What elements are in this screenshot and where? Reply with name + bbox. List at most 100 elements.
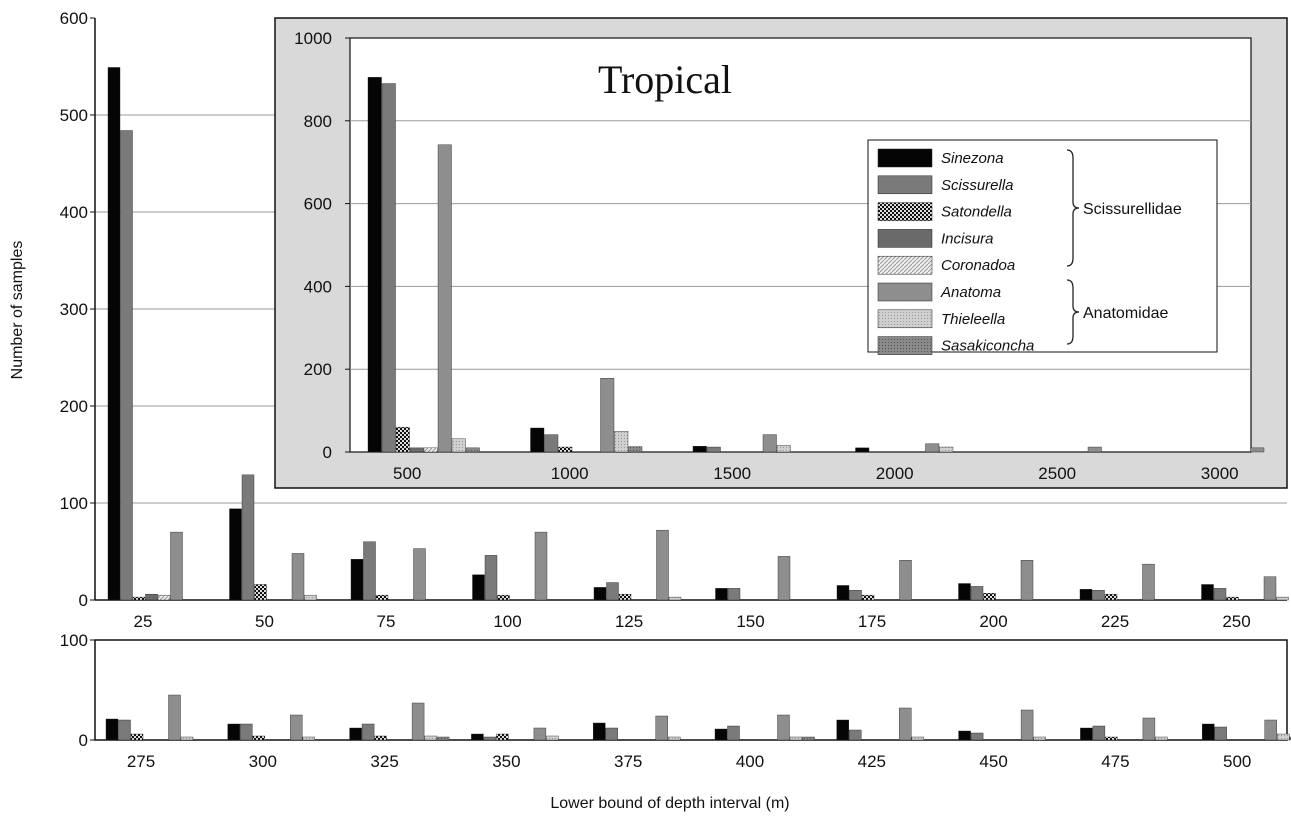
- legend-swatch-sasakiconcha: [877, 336, 933, 355]
- bar-satondella-175: [861, 594, 875, 601]
- bar-thieleella-50: [304, 594, 317, 601]
- bar-anatoma-500: [1264, 719, 1277, 741]
- y-tick-label: 0: [79, 731, 88, 750]
- bar-satondella-475: [1105, 736, 1118, 741]
- bar-thieleella-1000: [614, 431, 629, 453]
- bar-anatoma-3000: [1250, 447, 1265, 453]
- bar-sasakiconcha-500: [1289, 736, 1291, 741]
- bar-scissurella-425: [849, 729, 862, 741]
- bar-anatoma-225: [1142, 563, 1155, 601]
- legend-label-thieleella: Thieleella: [941, 311, 1005, 328]
- y-tick-label: 0: [79, 591, 88, 610]
- bar-scissurella-375: [605, 727, 618, 741]
- bar-sinezona-500: [1201, 723, 1215, 741]
- bar-scissurella-50: [241, 474, 255, 601]
- y-tick-label: 600: [60, 9, 88, 28]
- legend-swatch-coronadoa: [877, 255, 933, 275]
- bar-sinezona-200: [958, 583, 971, 601]
- x-tick-label: 1500: [713, 464, 751, 483]
- legend-swatch-scissurella: [877, 175, 933, 195]
- bar-sinezona-25: [107, 67, 121, 601]
- bar-satondella-100: [497, 594, 510, 601]
- bar-sasakiconcha-400: [802, 736, 815, 741]
- bar-anatoma-1000: [600, 378, 615, 453]
- bar-anatoma-475: [1142, 717, 1156, 741]
- plot-frame: [94, 639, 1288, 741]
- bar-anatoma-200: [1020, 560, 1034, 601]
- y-tick-label: 400: [304, 277, 332, 296]
- bar-thieleella-425: [911, 736, 924, 741]
- x-tick-label: 150: [736, 612, 764, 631]
- bar-anatoma-400: [777, 714, 790, 741]
- bar-satondella-275: [130, 733, 144, 741]
- y-tick-label: 600: [304, 195, 332, 214]
- bar-scissurella-100: [484, 555, 498, 601]
- x-tick-label: 500: [1223, 752, 1251, 771]
- x-tick-label: 300: [249, 752, 277, 771]
- x-tick-label: 500: [393, 464, 421, 483]
- x-tick-label: 1000: [551, 464, 589, 483]
- legend-label-incisura: Incisura: [941, 230, 994, 247]
- x-tick-label: 75: [377, 612, 396, 631]
- bar-anatoma-1500: [762, 434, 777, 453]
- bar-scissurella-475: [1092, 725, 1106, 741]
- legend-swatch-anatoma: [877, 282, 933, 302]
- bar-scissurella-225: [1092, 590, 1105, 601]
- x-tick-label: 400: [736, 752, 764, 771]
- legend-swatch-sinezona: [877, 148, 933, 168]
- bar-sinezona-500: [367, 77, 382, 453]
- bar-satondella-225: [1104, 593, 1118, 601]
- y-tick-label: 500: [60, 106, 88, 125]
- x-tick-label: 350: [492, 752, 520, 771]
- bar-anatoma-325: [411, 702, 425, 741]
- bar-scissurella-75: [363, 541, 376, 601]
- bar-scissurella-400: [727, 725, 740, 741]
- bar-anatoma-125: [656, 529, 669, 601]
- legend-group-scissurellidae: Scissurellidae: [1083, 201, 1182, 218]
- bar-sinezona-275: [105, 718, 119, 741]
- bar-thieleella-1500: [776, 445, 791, 453]
- bar-sinezona-300: [227, 723, 241, 741]
- x-tick-label: 225: [1101, 612, 1129, 631]
- bar-thieleella-475: [1155, 736, 1168, 741]
- bar-thieleella-300: [302, 736, 315, 741]
- y-tick-label: 0: [323, 443, 332, 462]
- x-tick-label: 100: [493, 612, 521, 631]
- bar-coronadoa-500: [423, 447, 438, 453]
- legend-swatch-incisura: [877, 229, 933, 248]
- bar-thieleella-2000: [939, 446, 954, 453]
- bar-thieleella-350: [546, 735, 559, 741]
- y-tick-label: 200: [60, 397, 88, 416]
- legend-label-sasakiconcha: Sasakiconcha: [941, 338, 1034, 355]
- x-tick-label: 250: [1222, 612, 1250, 631]
- bar-satondella-250: [1226, 596, 1239, 601]
- bar-scissurella-275: [118, 719, 131, 741]
- bar-anatoma-250: [1263, 576, 1277, 601]
- bar-sinezona-2000: [855, 447, 870, 453]
- bar-anatoma-425: [899, 707, 912, 741]
- bar-sasakiconcha-1000: [628, 446, 643, 453]
- bar-scissurella-1000: [544, 434, 559, 453]
- bar-satondella-200: [983, 593, 996, 601]
- bar-thieleella-400: [789, 736, 803, 741]
- bar-sinezona-325: [349, 727, 362, 741]
- x-axis-label: Lower bound of depth interval (m): [550, 795, 789, 812]
- x-tick-label: 325: [370, 752, 398, 771]
- legend-label-satondella: Satondella: [941, 204, 1012, 221]
- x-tick-label: 125: [615, 612, 643, 631]
- x-tick-label: 450: [979, 752, 1007, 771]
- bar-anatoma-500: [437, 144, 452, 453]
- bar-scissurella-350: [483, 736, 497, 741]
- x-tick-label: 25: [134, 612, 153, 631]
- bar-scissurella-500: [381, 83, 396, 453]
- legend-label-anatoma: Anatoma: [940, 284, 1001, 301]
- bar-sinezona-175: [836, 585, 850, 601]
- y-tick-label: 400: [60, 203, 88, 222]
- bar-thieleella-500: [1276, 733, 1290, 741]
- y-tick-label: 1000: [294, 29, 332, 48]
- y-tick-label: 100: [60, 631, 88, 650]
- bar-thieleella-325: [424, 735, 437, 741]
- bar-scissurella-175: [849, 590, 862, 601]
- bar-satondella-75: [375, 594, 389, 601]
